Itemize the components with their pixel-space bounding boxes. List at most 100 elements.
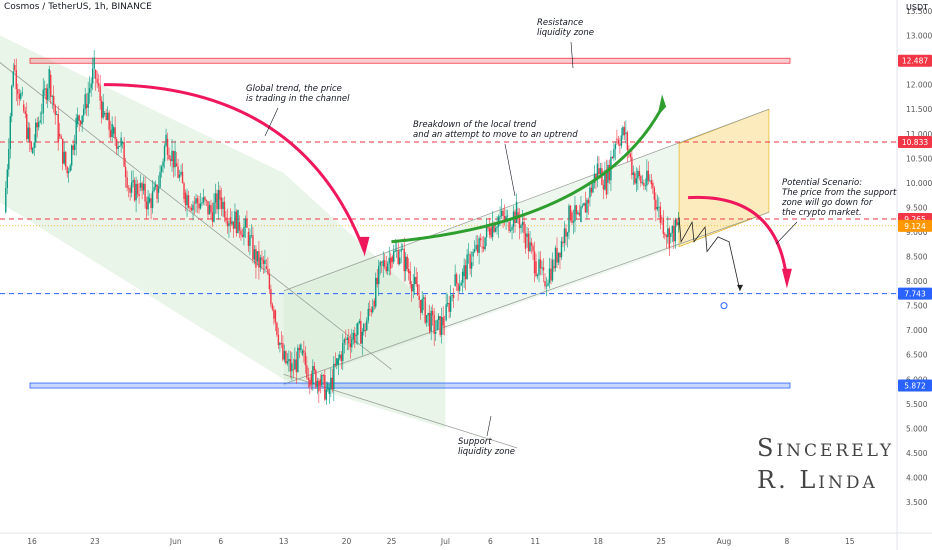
annotation-resistance: Resistance liquidity zone [537,18,594,38]
candle-body [277,334,280,346]
candle-body [160,166,163,172]
candle-body [193,202,196,204]
candle-body [532,245,534,252]
candle-body [466,254,468,280]
candle-body [632,172,635,176]
candle-body [452,295,455,298]
descending-channel-zone [0,35,284,380]
candle-body [631,157,633,176]
candle-body [529,242,531,252]
candle-body [604,171,606,190]
candle-body [33,142,35,149]
candle-body [232,221,235,229]
candle-body [73,144,76,150]
candle-body [204,197,206,201]
candle-body [349,343,351,348]
candle-body [198,203,200,209]
price-badge-label: 9.265 [904,215,926,224]
candle-body [300,344,302,351]
candle-body [428,313,431,332]
candle-body [424,297,426,323]
candle-body [616,138,618,140]
candle-body [130,182,133,193]
candle-body [502,210,504,216]
price-badge-7.743 [898,287,932,300]
candle-body [405,256,407,272]
candle-body [643,182,645,186]
candle-body [216,193,218,210]
candle-body [575,205,578,215]
x-tick-label: 23 [90,537,100,546]
candle-body [321,374,323,386]
candle-body [461,271,464,283]
scenario-path-line [678,217,741,291]
candle-body [151,191,154,209]
candle-body [196,198,199,204]
candle-body [250,235,253,236]
red-curve-arrow-left [103,83,366,253]
candle-body [527,233,530,252]
candle-body [674,219,677,242]
candle-body [54,105,56,115]
candle-body [280,342,283,344]
candle-body [523,221,525,234]
candle-body [38,121,40,128]
candle-body [210,205,212,213]
candle-body [499,215,501,218]
candle-body [231,221,233,225]
candle-body [554,247,557,269]
candle-body [289,359,292,372]
candle-body [6,169,8,188]
candle-body [106,112,109,120]
candle-body [330,377,332,389]
candle-body [590,187,593,193]
scenario-arrowhead [737,284,743,291]
candle-body [20,93,22,99]
candle-body [213,202,215,222]
candle-body [455,274,458,284]
candle-body [345,339,347,341]
candle-body [491,223,494,238]
candle-body [282,343,284,360]
candle-body [165,134,167,146]
candle-body [670,233,672,237]
candle-body [175,163,178,167]
candle-body [5,187,7,213]
x-tick-label: 6 [218,537,223,546]
candle-body [81,115,83,125]
price-badge-10.833 [898,135,932,148]
candle-body [319,379,322,386]
candle-body [136,183,139,195]
candle-body [286,361,289,364]
candle-body [249,235,251,246]
candle-body [626,132,629,151]
candle-body [638,170,641,177]
candle-body [100,100,103,118]
candle-body [45,88,47,100]
candle-body [355,334,357,336]
candle-body [586,199,588,213]
candle-body [256,251,259,262]
candle-body [538,259,540,275]
candle-body [458,285,461,291]
candle-body [114,127,116,140]
candle-body [364,330,366,331]
candle-body [469,254,471,269]
candle-body [488,228,491,235]
candle-body [90,83,92,89]
y-tick-label: 10.500 [906,154,932,163]
candle-body [580,206,582,223]
candle-body [517,212,519,217]
candle-body [135,183,137,201]
candle-body [240,230,242,235]
candle-body [623,127,626,136]
candle-body [589,187,591,198]
candle-body [421,298,423,313]
candle-body [292,369,295,371]
candle-body [14,65,16,71]
candle-body [303,350,305,353]
candle-body [592,183,594,193]
candle-body [72,145,74,150]
candle-body [637,170,639,179]
